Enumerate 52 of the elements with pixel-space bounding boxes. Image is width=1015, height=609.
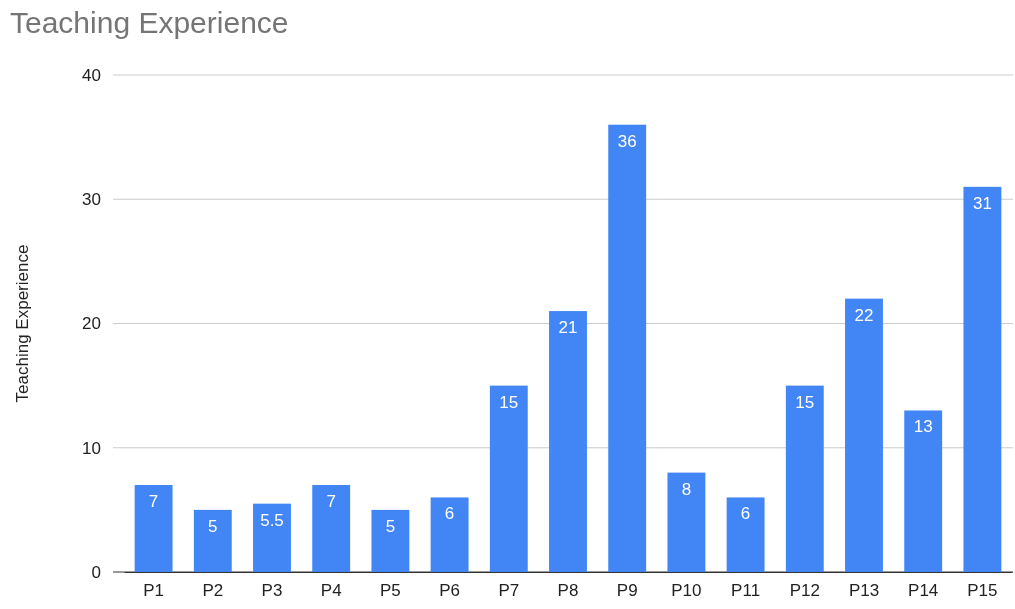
bar (371, 509, 410, 572)
bar (193, 509, 232, 572)
x-tick-label: P14 (908, 581, 939, 601)
bar (726, 497, 765, 572)
chart-title: Teaching Experience (10, 6, 289, 39)
y-tick-label: 30 (82, 190, 101, 210)
data-label: 8 (681, 479, 692, 499)
bar (430, 497, 469, 572)
bar (667, 472, 706, 572)
x-tick-label: P6 (439, 581, 460, 601)
data-label: 6 (444, 504, 455, 524)
bar (904, 410, 943, 572)
data-label: 21 (558, 318, 578, 338)
bar (549, 311, 587, 572)
y-axis-title: Teaching Experience (13, 244, 32, 403)
x-tick-label: P4 (320, 581, 342, 601)
y-tick-label: 10 (82, 438, 101, 458)
y-tick-label: 40 (82, 65, 101, 85)
x-tick-label: P12 (789, 581, 820, 601)
data-label: 5 (385, 516, 396, 536)
data-label: 13 (913, 417, 933, 437)
data-label: 7 (326, 492, 336, 512)
x-tick-label: P15 (967, 581, 998, 601)
x-tick-label: P8 (557, 581, 579, 601)
bar (845, 298, 883, 572)
x-tick-label: P10 (671, 581, 702, 601)
data-label: 36 (617, 131, 637, 151)
y-tick-label: 0 (91, 562, 101, 582)
data-label: 7 (148, 492, 159, 512)
x-tick-label: P1 (143, 581, 164, 601)
x-tick-label: P13 (848, 581, 880, 601)
x-tick-label: P2 (202, 581, 224, 601)
bar (312, 485, 351, 572)
data-label: 31 (972, 193, 992, 213)
x-tick-label: P9 (616, 581, 638, 601)
bar (489, 385, 528, 572)
data-label: 15 (795, 392, 815, 412)
y-tick-label: 20 (82, 314, 101, 334)
x-tick-label: P7 (498, 581, 520, 601)
data-label: 6 (740, 504, 751, 524)
x-tick-label: P5 (380, 581, 401, 601)
bar (253, 503, 291, 572)
bar (785, 385, 824, 572)
x-tick-label: P11 (731, 581, 761, 601)
bar (963, 186, 1002, 572)
data-label: 15 (499, 392, 519, 412)
data-label: 5.5 (260, 510, 284, 530)
x-tick-label: P3 (261, 581, 283, 601)
bar (608, 124, 647, 572)
data-label: 5 (208, 516, 218, 536)
bar (134, 485, 173, 572)
data-label: 22 (854, 305, 874, 325)
